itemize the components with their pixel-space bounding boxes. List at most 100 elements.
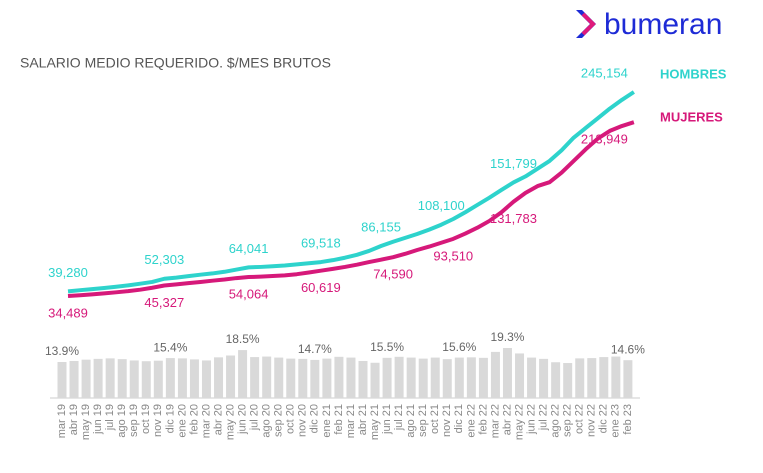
bar: [214, 357, 224, 398]
x-tick-label: may 19: [80, 404, 92, 440]
data-label: 14.6%: [611, 342, 645, 356]
bar: [346, 357, 356, 398]
bar: [310, 359, 320, 398]
bar: [69, 360, 79, 398]
bar: [129, 360, 139, 398]
bar: [117, 359, 127, 398]
x-tick-label: ene 21: [321, 404, 333, 438]
x-tick-label: dic 19: [164, 404, 176, 433]
bar: [141, 361, 151, 398]
data-label: 13.9%: [45, 344, 79, 358]
x-tick-label: jul 21: [393, 404, 405, 431]
x-tick-label: feb 20: [188, 404, 200, 435]
logo-text: bumeran: [604, 8, 722, 41]
x-tick-label: abr 21: [357, 404, 369, 435]
data-label: 86,155: [361, 219, 401, 234]
x-tick-label: jun 20: [237, 404, 249, 435]
bar: [575, 358, 585, 398]
bar: [189, 359, 199, 398]
bar: [201, 360, 211, 398]
x-tick-label: jun 21: [381, 404, 393, 435]
x-tick-label: sep 21: [417, 404, 429, 437]
bar: [81, 359, 91, 398]
data-label: 131,783: [490, 211, 537, 226]
x-tick-label: jul 22: [538, 404, 550, 431]
x-tick-label: sep 19: [128, 404, 140, 437]
bar: [563, 363, 573, 398]
bar: [502, 348, 512, 398]
data-label: 15.6%: [442, 340, 476, 354]
bar: [370, 362, 380, 398]
data-label: 18.5%: [226, 332, 260, 346]
x-tick-label: mar 19: [56, 404, 68, 438]
bar: [527, 357, 537, 398]
bar: [382, 357, 392, 398]
chart-title: SALARIO MEDIO REQUERIDO. $/MES BRUTOS: [20, 55, 331, 71]
x-tick-label: oct 21: [429, 404, 441, 434]
x-tick-label: oct 22: [574, 404, 586, 434]
x-tick-label: ago 21: [405, 404, 417, 438]
x-tick-label: abr 22: [501, 404, 513, 435]
bar: [177, 358, 187, 398]
bar: [478, 357, 488, 398]
data-label: 74,590: [373, 267, 413, 282]
x-tick-label: feb 21: [333, 404, 345, 435]
bar: [539, 358, 549, 398]
bar: [430, 357, 440, 398]
bar: [105, 358, 115, 398]
bar: [394, 356, 404, 398]
data-label: 93,510: [433, 248, 473, 263]
line: [67, 120, 635, 298]
line: [67, 90, 635, 294]
bar: [238, 350, 248, 398]
x-tick-label: dic 21: [453, 404, 465, 433]
x-tick-label: may 20: [224, 404, 236, 440]
x-tick-label: abr 19: [68, 404, 80, 435]
bar: [418, 358, 428, 398]
bar: [57, 361, 67, 398]
bar: [322, 358, 332, 398]
bar: [274, 357, 284, 398]
data-label: 245,154: [581, 65, 628, 80]
bar: [226, 355, 236, 398]
x-tick-label: oct 19: [140, 404, 152, 434]
bar: [466, 357, 476, 398]
bar: [623, 360, 633, 398]
logo-icon: [576, 10, 596, 38]
data-label: 60,619: [301, 280, 341, 295]
x-tick-label: jun 22: [525, 404, 537, 435]
x-tick-label: dic 20: [309, 404, 321, 433]
data-label: 108,100: [418, 198, 465, 213]
x-tick-label: feb 22: [477, 404, 489, 435]
x-tick-label: may 22: [513, 404, 525, 440]
bar: [298, 358, 308, 398]
data-label: 54,064: [229, 286, 269, 301]
bar: [515, 353, 525, 398]
data-label: 15.5%: [370, 340, 404, 354]
x-tick-label: nov 22: [586, 404, 598, 437]
x-tick-label: may 21: [369, 404, 381, 440]
bar: [153, 360, 163, 398]
x-tick-label: sep 22: [562, 404, 574, 437]
data-label: 45,327: [144, 295, 184, 310]
x-tick-label: dic 22: [598, 404, 610, 433]
x-tick-label: ago 22: [550, 404, 562, 438]
bar: [286, 358, 296, 398]
data-label: 69,518: [301, 236, 341, 251]
data-label: 19.3%: [490, 330, 524, 344]
data-label: 151,799: [490, 156, 537, 171]
x-tick-label: ene 22: [465, 404, 477, 438]
x-tick-label: jun 19: [92, 404, 104, 435]
bar: [490, 351, 500, 398]
legend-label: MUJERES: [660, 109, 723, 124]
x-tick-label: ene 20: [176, 404, 188, 438]
bar: [334, 356, 344, 398]
x-tick-label: ene 23: [610, 404, 622, 438]
x-tick-label: nov 19: [152, 404, 164, 437]
bar: [262, 356, 272, 398]
bar: [587, 358, 597, 398]
x-tick-label: ago 19: [116, 404, 128, 438]
bar: [358, 360, 368, 398]
x-tick-label: nov 20: [297, 404, 309, 437]
